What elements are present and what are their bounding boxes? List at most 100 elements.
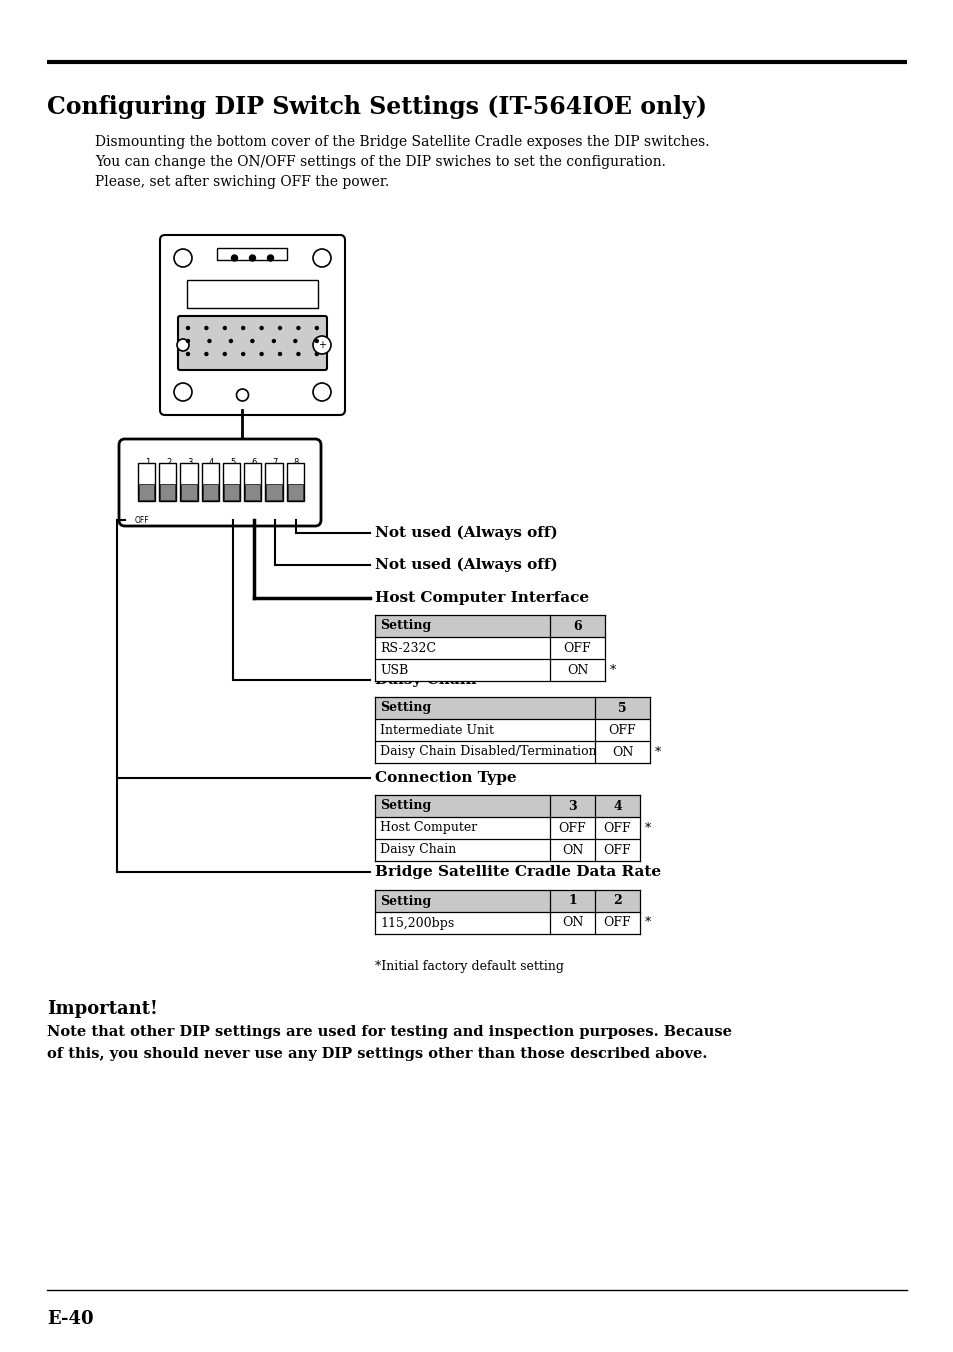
Text: ON: ON — [561, 844, 582, 857]
Text: Configuring DIP Switch Settings (IT-564IOE only): Configuring DIP Switch Settings (IT-564I… — [47, 95, 706, 119]
Circle shape — [177, 339, 189, 352]
FancyBboxPatch shape — [178, 316, 327, 370]
Text: Host Computer Interface: Host Computer Interface — [375, 591, 589, 604]
Circle shape — [232, 256, 237, 261]
Circle shape — [314, 339, 318, 342]
Bar — [139, 484, 154, 500]
Text: 2: 2 — [613, 895, 621, 907]
Text: Setting: Setting — [379, 619, 431, 633]
Text: Bridge Satellite Cradle Data Rate: Bridge Satellite Cradle Data Rate — [375, 865, 660, 879]
Text: 1: 1 — [568, 895, 577, 907]
FancyBboxPatch shape — [119, 439, 320, 526]
Text: USB: USB — [379, 664, 408, 676]
Text: Setting: Setting — [379, 799, 431, 813]
Text: +: + — [317, 339, 326, 350]
Bar — [160, 484, 175, 500]
Circle shape — [173, 383, 192, 402]
Text: ON: ON — [611, 745, 633, 758]
Circle shape — [241, 353, 245, 356]
Text: 3: 3 — [187, 458, 193, 466]
Text: 1: 1 — [145, 458, 150, 466]
Bar — [375, 615, 604, 637]
Circle shape — [223, 326, 226, 330]
Circle shape — [236, 389, 248, 402]
Bar — [203, 484, 218, 500]
Bar — [159, 462, 176, 502]
Text: 4: 4 — [613, 799, 621, 813]
Text: *: * — [644, 822, 651, 834]
Bar — [266, 484, 281, 500]
Text: 5: 5 — [230, 458, 235, 466]
Circle shape — [229, 339, 233, 342]
Text: Daisy Chain Disabled/Termination: Daisy Chain Disabled/Termination — [379, 745, 596, 758]
Bar — [181, 484, 196, 500]
Circle shape — [315, 353, 318, 356]
Text: Important!: Important! — [47, 1000, 157, 1018]
Circle shape — [278, 353, 281, 356]
Bar — [375, 795, 639, 817]
Bar — [245, 484, 260, 500]
Text: 115,200bps: 115,200bps — [379, 917, 454, 930]
Text: *: * — [609, 664, 616, 676]
Circle shape — [313, 337, 331, 354]
Bar — [288, 484, 303, 500]
Text: You can change the ON/OFF settings of the DIP swiches to set the configuration.: You can change the ON/OFF settings of th… — [95, 155, 665, 169]
Circle shape — [186, 353, 190, 356]
Circle shape — [223, 353, 226, 356]
Bar — [224, 484, 239, 500]
Text: 4: 4 — [209, 458, 213, 466]
Bar — [187, 280, 317, 308]
FancyBboxPatch shape — [160, 235, 345, 415]
Circle shape — [315, 326, 318, 330]
Text: 6: 6 — [573, 619, 581, 633]
Text: Host Computer: Host Computer — [379, 822, 476, 834]
Circle shape — [205, 353, 208, 356]
Bar — [223, 462, 240, 502]
Circle shape — [241, 326, 245, 330]
Bar — [287, 462, 304, 502]
Bar — [375, 890, 639, 934]
Text: Not used (Always off): Not used (Always off) — [375, 526, 558, 541]
Text: 6: 6 — [251, 458, 256, 466]
Bar — [375, 890, 639, 913]
Circle shape — [278, 326, 281, 330]
Circle shape — [205, 326, 208, 330]
Circle shape — [267, 256, 274, 261]
Text: *: * — [655, 745, 660, 758]
Bar — [217, 247, 287, 260]
Text: Intermediate Unit: Intermediate Unit — [379, 723, 494, 737]
Circle shape — [186, 339, 190, 342]
Text: Not used (Always off): Not used (Always off) — [375, 558, 558, 572]
Text: ON: ON — [566, 664, 588, 676]
Text: Please, set after swiching OFF the power.: Please, set after swiching OFF the power… — [95, 174, 389, 189]
Circle shape — [313, 383, 331, 402]
Text: of this, you should never use any DIP settings other than those described above.: of this, you should never use any DIP se… — [47, 1046, 706, 1061]
Text: Note that other DIP settings are used for testing and inspection purposes. Becau: Note that other DIP settings are used fo… — [47, 1025, 731, 1038]
Bar — [375, 615, 604, 681]
Bar — [265, 462, 282, 502]
Text: Setting: Setting — [379, 702, 431, 714]
Text: 5: 5 — [618, 702, 626, 714]
Text: RS-232C: RS-232C — [379, 641, 436, 654]
Circle shape — [313, 249, 331, 266]
Text: OFF: OFF — [603, 844, 631, 857]
Circle shape — [294, 339, 296, 342]
Bar — [375, 795, 639, 861]
Circle shape — [251, 339, 253, 342]
Text: OFF: OFF — [563, 641, 591, 654]
Text: Daisy Chain: Daisy Chain — [375, 673, 476, 687]
Text: OFF: OFF — [608, 723, 636, 737]
Bar — [138, 462, 155, 502]
Circle shape — [208, 339, 211, 342]
Text: OFF: OFF — [558, 822, 586, 834]
Text: OFF: OFF — [603, 822, 631, 834]
Text: 3: 3 — [568, 799, 577, 813]
Text: Daisy Chain: Daisy Chain — [379, 844, 456, 857]
Circle shape — [186, 326, 190, 330]
Text: 7: 7 — [273, 458, 277, 466]
Bar — [201, 462, 219, 502]
Circle shape — [260, 353, 263, 356]
Text: *: * — [644, 917, 651, 930]
Circle shape — [173, 249, 192, 266]
Text: Connection Type: Connection Type — [375, 771, 517, 786]
